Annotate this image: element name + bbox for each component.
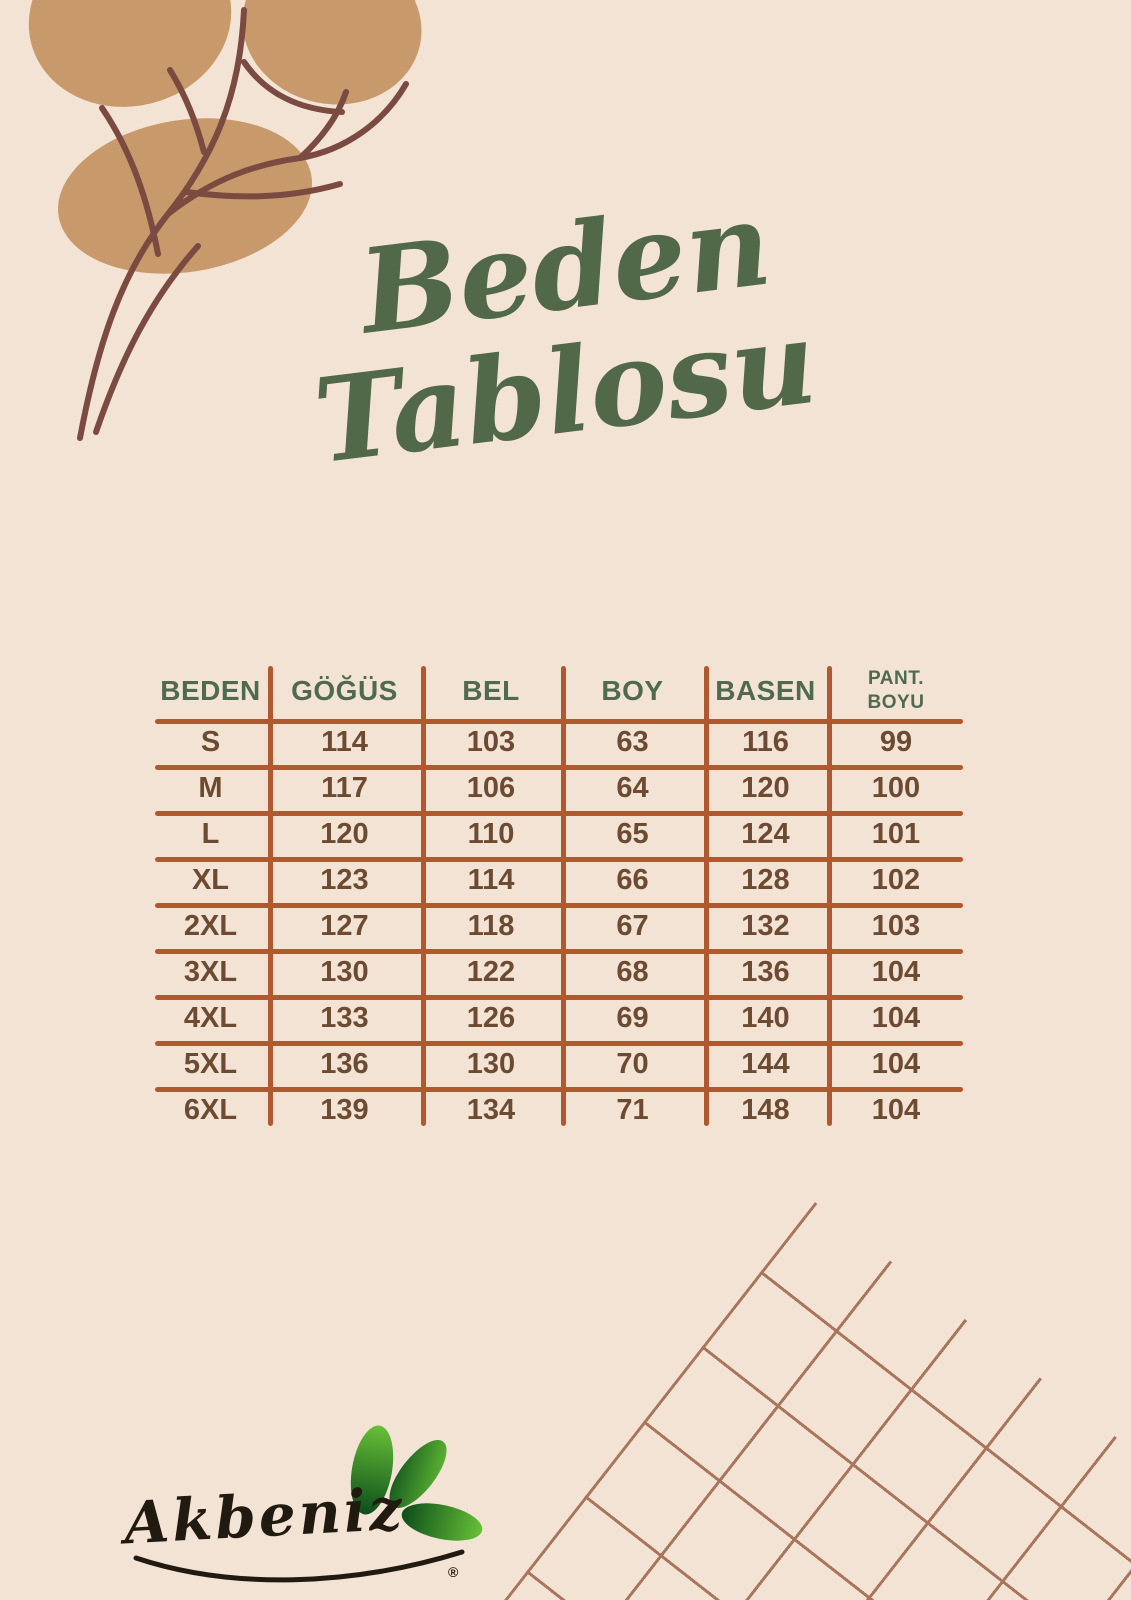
column-header: BEL xyxy=(462,674,520,706)
value-cell: 65 xyxy=(616,817,649,850)
column-header: GÖĞÜS xyxy=(291,674,398,706)
size-table: BEDEN GÖĞÜS BEL BOY BASEN PANT. BOYU S 114 103 63… xyxy=(153,662,965,1133)
logo-leaves-icon xyxy=(350,1425,483,1541)
value-cell: 102 xyxy=(871,863,921,896)
value-cell: 71 xyxy=(616,1093,649,1126)
table-line-horizontal xyxy=(155,949,963,954)
value-cell: 99 xyxy=(879,725,913,758)
value-cell: 103 xyxy=(871,909,921,942)
value-cell: 114 xyxy=(321,725,368,758)
leaf-icon xyxy=(401,1503,483,1541)
column-header: BASEN xyxy=(715,674,816,706)
value-cell: 106 xyxy=(466,771,516,804)
branch-stems xyxy=(77,7,409,441)
size-cell: 5XL xyxy=(183,1047,238,1080)
size-cell: XL xyxy=(191,863,230,896)
value-cell: 64 xyxy=(616,771,649,804)
value-cell: 118 xyxy=(467,909,515,942)
value-cell: 140 xyxy=(741,1001,790,1034)
value-cell: 116 xyxy=(742,725,789,758)
value-cell: 100 xyxy=(871,771,921,804)
value-cell: 101 xyxy=(871,817,921,850)
value-cell: 136 xyxy=(320,1047,369,1080)
value-cell: 136 xyxy=(741,955,790,988)
leaf-icon xyxy=(389,1440,447,1508)
value-cell: 122 xyxy=(466,955,516,988)
value-cell: 130 xyxy=(466,1047,516,1080)
value-cell: 144 xyxy=(741,1047,790,1080)
value-cell: 110 xyxy=(467,817,515,850)
value-cell: 104 xyxy=(871,1001,921,1034)
column-header: BEDEN xyxy=(160,674,261,706)
branch-leaves-decoration xyxy=(28,0,422,441)
value-cell: 104 xyxy=(871,955,921,988)
table-line-horizontal xyxy=(155,995,963,1000)
value-cell: 124 xyxy=(741,817,790,850)
value-cell: 114 xyxy=(467,863,515,896)
value-cell: 104 xyxy=(871,1093,921,1126)
column-header: PANT. BOYU xyxy=(867,667,925,713)
value-cell: 117 xyxy=(321,771,368,804)
size-cell: 2XL xyxy=(183,909,238,942)
brand-logo: Akbeniz ® xyxy=(118,1418,518,1598)
table-line-vertical xyxy=(561,666,566,1126)
brand-swoosh-underline xyxy=(133,1549,465,1583)
column-header: BOY xyxy=(601,674,664,706)
value-cell: 134 xyxy=(466,1093,516,1126)
value-cell: 104 xyxy=(871,1047,921,1080)
table-line-horizontal xyxy=(155,857,963,862)
registered-mark: ® xyxy=(448,1564,459,1580)
leaf-icon xyxy=(350,1425,394,1515)
value-cell: 120 xyxy=(741,771,790,804)
value-cell: 127 xyxy=(320,909,369,942)
table-line-vertical xyxy=(421,666,426,1126)
value-cell: 68 xyxy=(616,955,649,988)
table-line-vertical xyxy=(704,666,709,1126)
size-cell: M xyxy=(198,771,223,804)
value-cell: 63 xyxy=(616,725,649,758)
value-cell: 66 xyxy=(616,863,649,896)
value-cell: 133 xyxy=(320,1001,369,1034)
size-cell: 3XL xyxy=(183,955,238,988)
table-line-horizontal xyxy=(155,811,963,816)
brand-name: Akbeniz xyxy=(122,1474,407,1558)
table-line-horizontal xyxy=(155,1041,963,1046)
size-cell: 6XL xyxy=(183,1093,238,1126)
value-cell: 128 xyxy=(741,863,790,896)
value-cell: 120 xyxy=(320,817,369,850)
size-cell: L xyxy=(201,817,220,850)
value-cell: 139 xyxy=(320,1093,369,1126)
table-line-horizontal xyxy=(155,903,963,908)
value-cell: 70 xyxy=(616,1047,649,1080)
table-line-vertical xyxy=(827,666,832,1126)
value-cell: 67 xyxy=(616,909,649,942)
table-line-horizontal xyxy=(155,719,963,724)
size-cell: 4XL xyxy=(183,1001,238,1034)
value-cell: 132 xyxy=(741,909,790,942)
leaf-blob-shapes xyxy=(28,0,422,274)
table-line-horizontal xyxy=(155,1087,963,1092)
size-cell: S xyxy=(200,725,221,758)
value-cell: 148 xyxy=(741,1093,790,1126)
value-cell: 130 xyxy=(320,955,369,988)
value-cell: 69 xyxy=(616,1001,649,1034)
value-cell: 103 xyxy=(466,725,516,758)
value-cell: 123 xyxy=(320,863,369,896)
table-line-horizontal xyxy=(155,765,963,770)
value-cell: 126 xyxy=(466,1001,516,1034)
table-line-vertical xyxy=(268,666,273,1126)
